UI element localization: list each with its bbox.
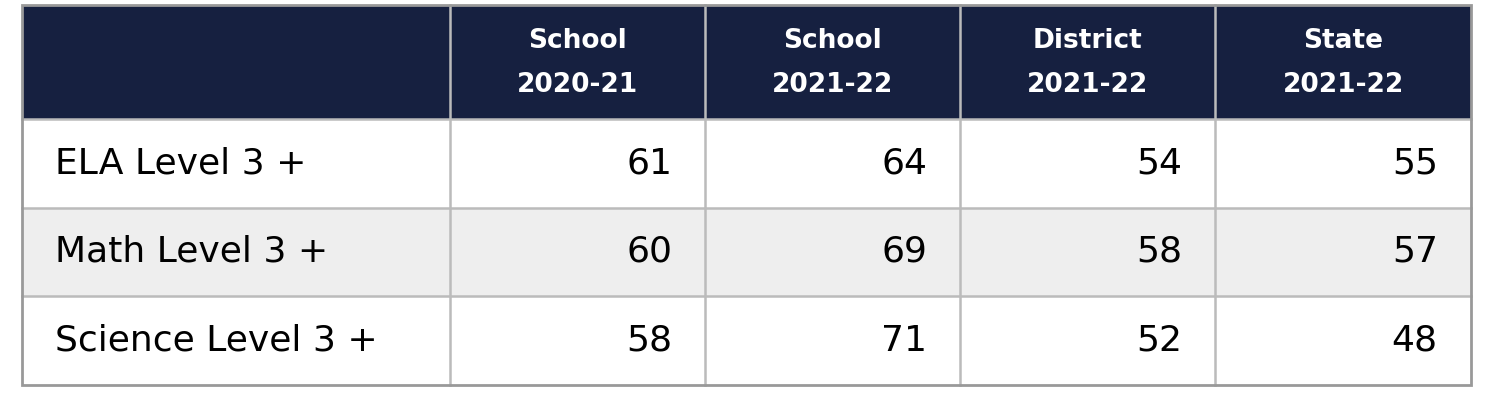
- Text: 61: 61: [627, 146, 672, 180]
- Text: 2021-22: 2021-22: [1282, 71, 1403, 98]
- Text: 48: 48: [1391, 324, 1438, 358]
- Text: District: District: [1033, 28, 1142, 54]
- Text: 2021-22: 2021-22: [1027, 71, 1148, 98]
- Text: 55: 55: [1391, 146, 1438, 180]
- Text: 60: 60: [627, 235, 672, 269]
- Bar: [449, 208, 705, 296]
- Text: 57: 57: [1391, 235, 1438, 269]
- Text: 54: 54: [1136, 146, 1182, 180]
- Bar: [1215, 119, 1471, 208]
- Bar: [960, 296, 1215, 385]
- Text: State: State: [1303, 28, 1383, 54]
- Text: 58: 58: [626, 324, 672, 358]
- Text: 52: 52: [1136, 324, 1182, 358]
- Bar: [22, 119, 449, 208]
- Bar: [449, 119, 705, 208]
- Bar: [705, 119, 960, 208]
- Text: Science Level 3 +: Science Level 3 +: [55, 324, 378, 358]
- Text: 64: 64: [881, 146, 927, 180]
- Bar: [1215, 5, 1471, 119]
- Bar: [705, 296, 960, 385]
- Bar: [960, 208, 1215, 296]
- Bar: [449, 5, 705, 119]
- Bar: [449, 296, 705, 385]
- Text: 2021-22: 2021-22: [772, 71, 893, 98]
- Bar: [705, 5, 960, 119]
- Text: 58: 58: [1136, 235, 1182, 269]
- Text: 2020-21: 2020-21: [517, 71, 638, 98]
- Text: Math Level 3 +: Math Level 3 +: [55, 235, 328, 269]
- Bar: [22, 208, 449, 296]
- Bar: [960, 119, 1215, 208]
- Bar: [960, 5, 1215, 119]
- Bar: [1215, 208, 1471, 296]
- Text: 69: 69: [881, 235, 927, 269]
- Text: 71: 71: [881, 324, 927, 358]
- Text: School: School: [529, 28, 627, 54]
- Text: School: School: [784, 28, 882, 54]
- Bar: [22, 296, 449, 385]
- Bar: [705, 208, 960, 296]
- Bar: [22, 5, 449, 119]
- Bar: [1215, 296, 1471, 385]
- Text: ELA Level 3 +: ELA Level 3 +: [55, 146, 306, 180]
